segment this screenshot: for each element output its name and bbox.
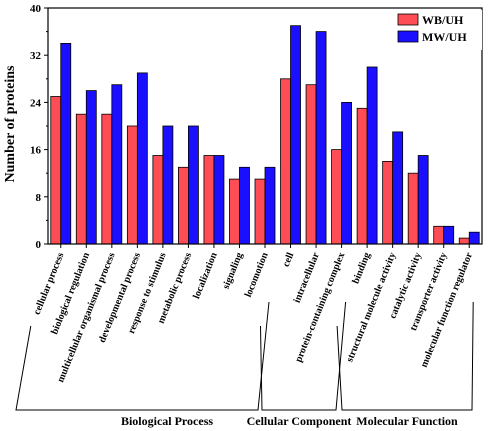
bar-mw-uh-1 xyxy=(85,90,97,245)
legend-swatch xyxy=(397,13,419,26)
y-tick-label: 40 xyxy=(30,3,42,15)
x-tick-label: signaling xyxy=(221,251,246,291)
bar-wb-uh-5 xyxy=(178,166,189,245)
group-bracket xyxy=(15,301,270,411)
bar-wb-uh-7 xyxy=(229,178,240,245)
y-tick-label: 8 xyxy=(36,192,42,204)
bar-mw-uh-8 xyxy=(264,166,276,245)
bar-wb-uh-11 xyxy=(331,149,342,245)
category-groups: Biological Process Cellular Component Mole… xyxy=(15,301,474,428)
bar-wb-uh-6 xyxy=(203,155,215,245)
bar-wb-uh-10 xyxy=(305,84,317,245)
bar-mw-uh-10 xyxy=(315,31,327,245)
legend: WB/UH MW/UH xyxy=(397,10,482,50)
bar-wb-uh-13 xyxy=(382,160,394,245)
bar-wb-uh-15 xyxy=(433,225,445,245)
bar-mw-uh-12 xyxy=(366,66,378,245)
bar-mw-uh-16 xyxy=(468,231,480,245)
y-ticks: 0 8 16 24 32 40 xyxy=(30,3,48,251)
bar-wb-uh-8 xyxy=(254,178,266,245)
bar-mw-uh-9 xyxy=(290,25,301,245)
group-bracket xyxy=(260,301,347,411)
group-label: Cellular Component xyxy=(247,414,352,428)
legend-label: WB/UH xyxy=(422,13,464,27)
group-bracket xyxy=(336,301,474,411)
bar-wb-uh-4 xyxy=(152,155,164,245)
bar-mw-uh-6 xyxy=(213,155,225,245)
y-axis-title: Number of proteins xyxy=(3,65,18,182)
bar-mw-uh-5 xyxy=(188,125,199,245)
bar-wb-uh-16 xyxy=(458,237,470,245)
x-tick-label: localization xyxy=(191,251,220,301)
legend-swatch xyxy=(397,30,419,43)
bar-mw-uh-13 xyxy=(392,131,404,245)
x-tick-label: intracellular xyxy=(292,250,322,304)
y-tick-label: 32 xyxy=(30,50,42,62)
x-tick-label: locomotion xyxy=(243,251,271,299)
bar-wb-uh-1 xyxy=(75,113,87,245)
group-label: Molecular Function xyxy=(356,414,458,428)
y-tick-label: 0 xyxy=(36,239,42,251)
bar-wb-uh-0 xyxy=(50,96,62,245)
legend-label: MW/UH xyxy=(422,30,467,44)
bar-wb-uh-12 xyxy=(356,107,368,245)
bars xyxy=(50,25,480,245)
bar-mw-uh-7 xyxy=(239,166,250,245)
legend-background xyxy=(412,10,482,50)
x-tick-label: protein-containing complex xyxy=(293,251,347,364)
y-tick-label: 16 xyxy=(30,145,42,157)
x-tick-label: binding xyxy=(350,251,372,286)
bar-mw-uh-3 xyxy=(136,72,148,245)
y-tick-label: 24 xyxy=(30,97,42,109)
bar-mw-uh-15 xyxy=(443,225,455,245)
bar-wb-uh-2 xyxy=(101,113,113,245)
bar-mw-uh-14 xyxy=(417,155,429,245)
x-tick-label: cell xyxy=(281,251,297,269)
bar-mw-uh-2 xyxy=(111,84,123,245)
bar-wb-uh-9 xyxy=(280,78,291,245)
bar-wb-uh-14 xyxy=(407,172,419,245)
bar-mw-uh-11 xyxy=(341,102,352,245)
group-label: Biological Process xyxy=(121,414,213,428)
bar-mw-uh-4 xyxy=(162,125,174,245)
bar-mw-uh-0 xyxy=(60,43,72,245)
bar-wb-uh-3 xyxy=(126,125,138,245)
